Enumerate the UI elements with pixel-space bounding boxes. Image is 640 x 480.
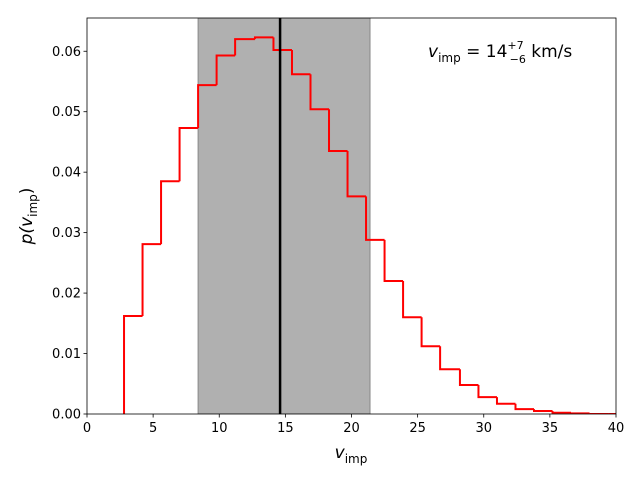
histogram-step	[141, 243, 162, 317]
credible-interval	[197, 18, 371, 414]
annotation-text: = 14	[461, 42, 508, 62]
x-tick-label: 40	[608, 421, 625, 436]
y-tick-label: 0.01	[52, 347, 81, 362]
annotation-main: v	[428, 42, 439, 62]
histogram-step	[588, 413, 609, 414]
histogram-step	[402, 280, 422, 319]
histogram-step	[383, 239, 404, 282]
histogram-step	[234, 38, 255, 56]
annotation-upper: +7	[507, 39, 523, 52]
histogram-step	[533, 409, 553, 412]
histogram-step	[420, 317, 441, 348]
histogram-step	[551, 410, 572, 414]
histogram-step	[160, 180, 180, 245]
x-tick-label: 20	[343, 421, 360, 436]
y-tick-label: 0.00	[52, 408, 81, 423]
x-tick-label: 35	[542, 421, 559, 436]
x-axis-label: vimp	[335, 443, 368, 466]
histogram-step	[439, 346, 460, 371]
y-tick-label: 0.02	[52, 287, 81, 302]
x-tick-label: 15	[277, 421, 294, 436]
histogram-step	[477, 384, 497, 399]
histogram-step	[458, 369, 479, 386]
y-label-pre: p(	[17, 226, 37, 246]
histogram-step	[197, 84, 217, 129]
histogram-step	[365, 196, 385, 241]
y-label-post: )	[17, 188, 37, 195]
histogram-step	[290, 50, 311, 76]
axes: 0 5 10 15 20 25 30 35 40 0.00 0.01 0.02 0.03 0.04 0.05…	[52, 45, 624, 436]
y-tick-label: 0.05	[52, 105, 81, 120]
y-tick-label: 0.04	[52, 166, 81, 181]
histogram-step	[309, 74, 330, 111]
y-tick-label: 0.06	[52, 45, 81, 60]
y-label-sub: imp	[26, 194, 40, 217]
y-axis-label: p(vimp)	[17, 188, 40, 246]
histogram-step	[123, 315, 143, 414]
x-label-main: v	[335, 443, 346, 463]
x-label-sub: imp	[345, 452, 368, 466]
y-tick-label: 0.03	[52, 226, 81, 241]
annotation-sub: imp	[438, 51, 461, 65]
x-tick-label: 5	[149, 421, 157, 436]
histogram-step	[570, 412, 590, 414]
histogram-step	[215, 54, 236, 86]
histogram-step	[272, 37, 292, 52]
plot-area	[123, 18, 616, 414]
histogram-step	[495, 397, 516, 405]
x-tick-label: 25	[409, 421, 426, 436]
x-tick-label: 0	[83, 421, 91, 436]
x-tick-label: 30	[475, 421, 492, 436]
x-tick-label: 10	[211, 421, 228, 436]
annotation-unit: km/s	[526, 42, 573, 62]
histogram-step	[328, 109, 348, 153]
histogram-step	[514, 403, 535, 411]
annotation: vimp = 14+7 −6 km/s	[428, 39, 572, 66]
histogram-step	[253, 36, 274, 40]
y-label-main: v	[17, 216, 37, 227]
histogram-step	[346, 151, 367, 198]
histogram-step	[178, 127, 199, 182]
annotation-lower: −6	[510, 53, 526, 66]
